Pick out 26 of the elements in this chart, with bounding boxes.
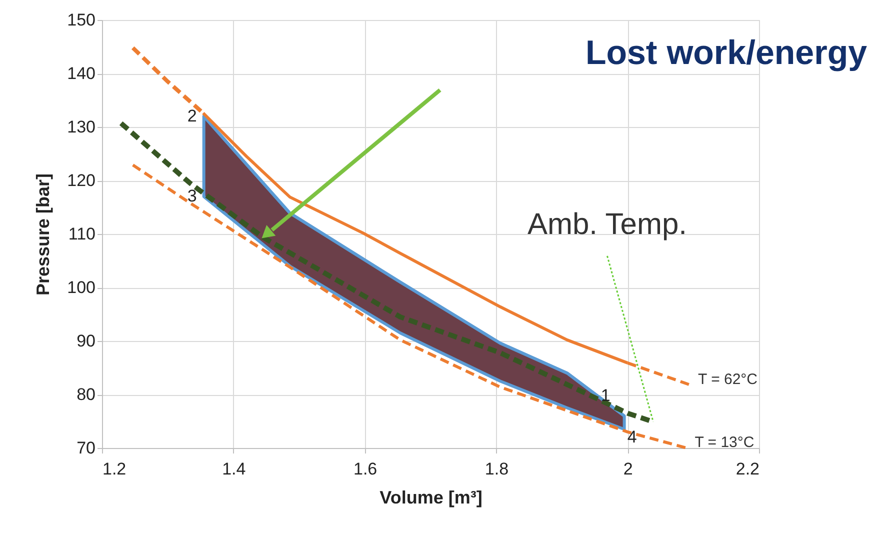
y-axis-title: Pressure [bar] [33,173,54,296]
y-tick-label: 130 [67,118,96,136]
x-tick-label: 1.6 [353,460,378,478]
annotation: Amb. Temp. [527,208,687,241]
x-tick-label: 2 [623,460,633,478]
y-tick-label: 140 [67,64,96,83]
y-tick-label: 90 [76,332,96,350]
x-tick-label: 2.2 [736,460,760,478]
y-tick-label: 70 [76,438,96,458]
annotation: 2 [187,106,197,126]
y-tick-label: 110 [68,224,96,244]
y-tick-label: 150 [67,10,96,30]
x-axis-title: Volume [m³] [380,488,482,508]
annotation: 1 [600,386,610,405]
x-tick-label: 1.8 [484,460,509,478]
x-tick-label: 1.2 [102,460,126,478]
annotation: Lost work/energy [585,34,868,72]
annotation: 3 [187,186,197,206]
y-tick-label: 120 [67,171,96,190]
y-tick-label: 100 [67,278,96,297]
annotation: 4 [627,427,637,446]
series-label: T = 13°C [694,434,754,451]
series-label: T = 62°C [698,370,758,388]
x-tick-label: 1.4 [222,460,246,478]
line-series [131,163,688,450]
y-tick-label: 80 [76,385,96,404]
